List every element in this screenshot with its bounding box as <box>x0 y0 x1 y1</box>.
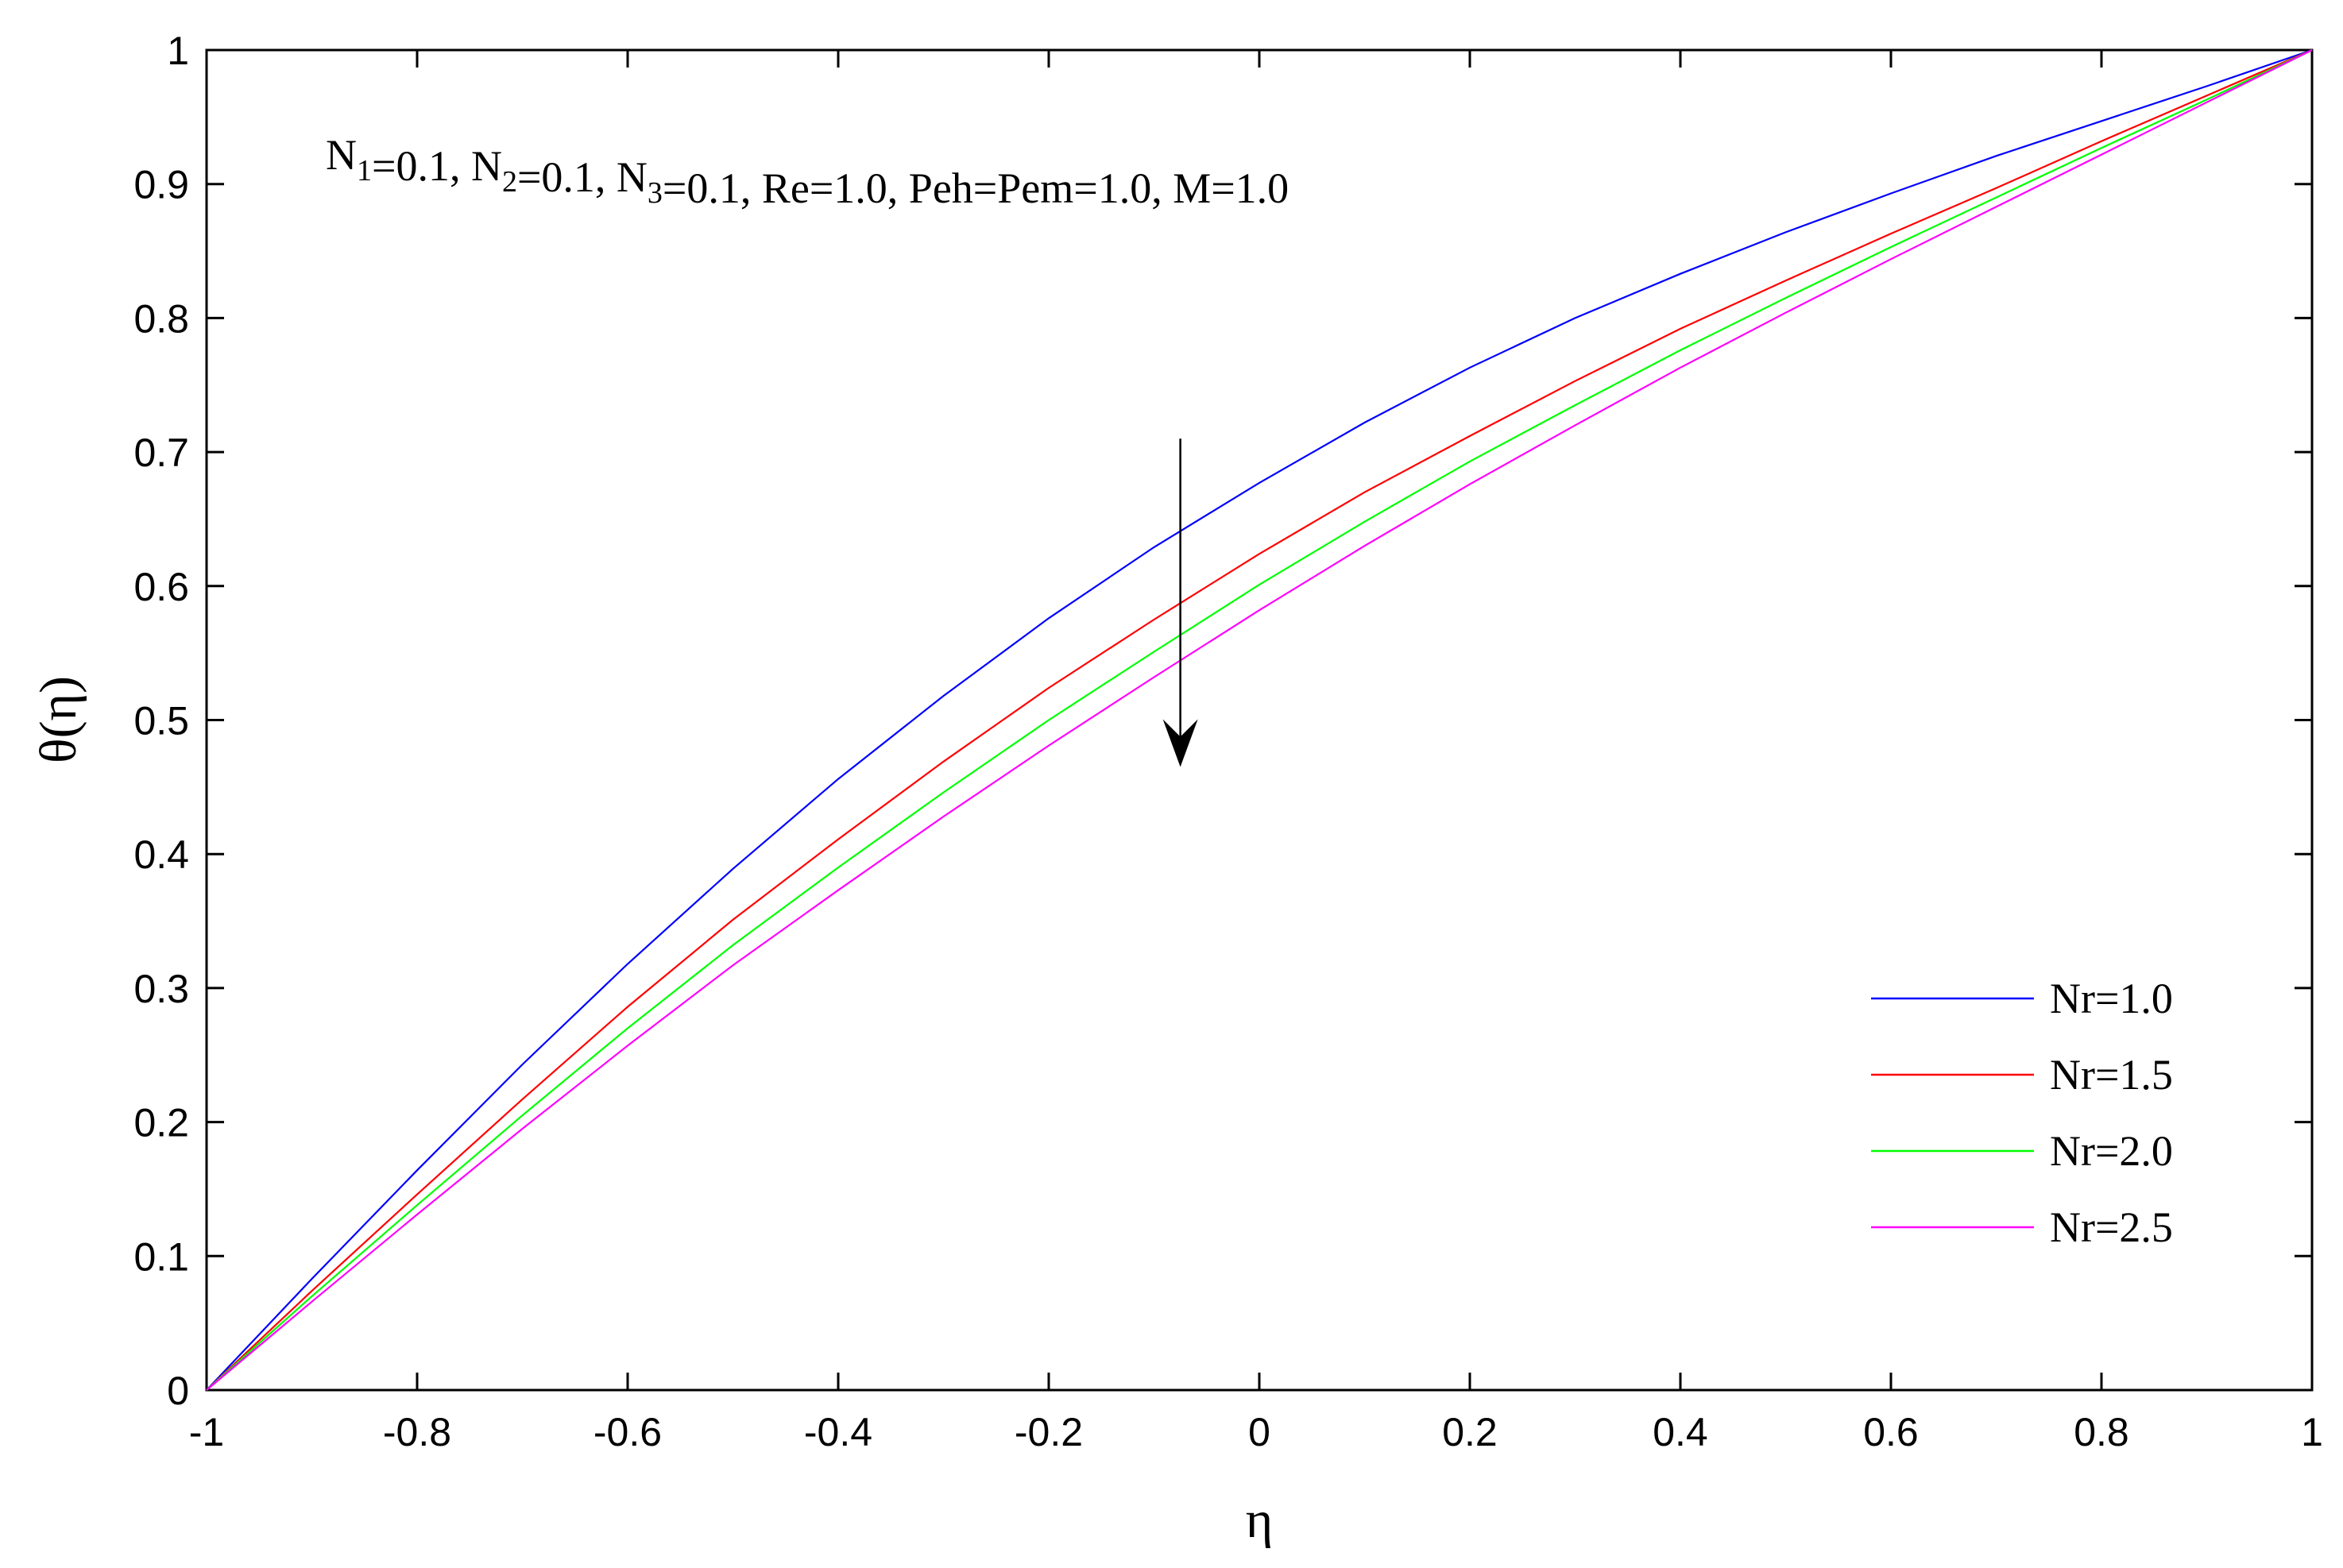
y-tick-label: 0 <box>167 1369 189 1413</box>
y-tick-label: 0.7 <box>133 431 189 475</box>
y-tick-label: 0.4 <box>133 832 189 877</box>
x-tick-label: 0 <box>1248 1410 1270 1454</box>
plot-frame <box>205 48 2314 1392</box>
y-tick-label: 0.8 <box>133 296 189 341</box>
legend-label-1: Nr=1.0 <box>2050 975 2173 1022</box>
x-tick-label: -0.4 <box>804 1410 872 1454</box>
x-tick-label: -0.8 <box>383 1410 451 1454</box>
annotation-subscript: 3 <box>648 176 663 210</box>
annotation-subscript: 1 <box>357 154 372 187</box>
x-tick-label: 1 <box>2301 1410 2323 1454</box>
y-tick-label: 0.3 <box>133 967 189 1011</box>
y-axis: 0 0.1 0.2 0.3 0.4 0.5 0.6 0.7 0.8 0.9 1 <box>133 29 2312 1413</box>
x-tick-label: -1 <box>189 1410 224 1454</box>
legend-label-4: Nr=2.5 <box>2050 1203 2173 1251</box>
y-tick-label: 0.5 <box>133 699 189 743</box>
annotation-text: =0.1, N <box>372 142 502 190</box>
legend-label-3: Nr=2.0 <box>2050 1127 2173 1175</box>
x-tick-label: 0.4 <box>1653 1410 1708 1454</box>
series-line-3 <box>206 49 2313 1391</box>
annotation-subscript: 2 <box>502 165 517 199</box>
series-line-2 <box>206 48 2313 1391</box>
annotation-text: =0.1, Re=1.0, Peh=Pem=1.0, M=1.0 <box>663 164 1289 212</box>
x-axis: -1 -0.8 -0.6 -0.4 -0.2 0 0.2 0.4 0.6 0.8 1 <box>189 50 2323 1454</box>
trend-arrow <box>1162 438 1198 767</box>
y-axis-label: θ(η) <box>29 676 87 763</box>
y-tick-label: 1 <box>167 29 189 73</box>
series-line-1 <box>206 48 2313 1391</box>
y-tick-label: 0.1 <box>133 1234 189 1279</box>
series-layer <box>206 48 2313 1391</box>
series-line-4 <box>206 49 2313 1391</box>
x-axis-label: η <box>1246 1491 1274 1549</box>
parameter-annotation: N1=0.1, N2=0.1, N3=0.1, Re=1.0, Peh=Pem=… <box>326 131 1289 212</box>
x-tick-label: -0.2 <box>1015 1410 1083 1454</box>
x-tick-label: 0.6 <box>1863 1410 1919 1454</box>
annotation-text: =0.1, N <box>517 153 648 201</box>
legend: Nr=1.0 Nr=1.5 Nr=2.0 Nr=2.5 <box>1871 975 2173 1251</box>
annotation-text: N <box>326 131 357 179</box>
y-tick-label: 0.2 <box>133 1101 189 1145</box>
y-tick-label: 0.9 <box>133 163 189 207</box>
arrow-head <box>1162 719 1198 767</box>
x-tick-label: 0.8 <box>2074 1410 2129 1454</box>
x-tick-label: -0.6 <box>593 1410 662 1454</box>
y-tick-label: 0.6 <box>133 565 189 609</box>
x-tick-label: 0.2 <box>1442 1410 1498 1454</box>
legend-label-2: Nr=1.5 <box>2050 1051 2173 1099</box>
